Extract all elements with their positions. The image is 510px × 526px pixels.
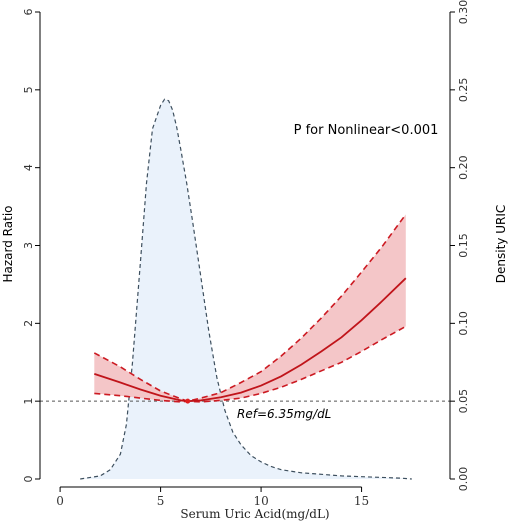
- reference-annotation: Ref=6.35mg/dL: [237, 407, 331, 421]
- confidence-band: [94, 214, 406, 402]
- y-tick-label: 2: [22, 320, 35, 327]
- plot-area: [40, 98, 450, 480]
- x-tick-label: 15: [354, 494, 369, 508]
- x-tick-label: 5: [157, 494, 165, 508]
- axes: 0 1 2 3 4 5 6 0.00 0.05 0.10 0.15 0.20 0.25 0.30 0 5 10 1…: [22, 0, 470, 508]
- ci-lower-line: [94, 325, 407, 403]
- nonlinear-p-annotation: P for Nonlinear<0.001: [294, 123, 439, 138]
- y2-tick-label: 0.15: [457, 233, 470, 258]
- y2-tick-label: 0.30: [457, 0, 470, 24]
- y2-tick-label: 0.05: [457, 389, 470, 414]
- reference-point: [185, 398, 191, 404]
- density-area: [80, 99, 412, 479]
- y-tick-label: 1: [22, 398, 35, 405]
- y-tick-label: 5: [22, 86, 35, 93]
- y-tick-label: 0: [22, 476, 35, 483]
- y2-tick-label: 0.00: [457, 467, 470, 492]
- hazard-ratio-line: [94, 277, 407, 403]
- ci-upper-line: [93, 213, 407, 403]
- x-axis-title: Serum Uric Acid(mg/dL): [180, 507, 329, 521]
- y2-tick-label: 0.10: [457, 311, 470, 336]
- y-tick-label: 3: [22, 242, 35, 249]
- y-tick-label: 6: [22, 9, 35, 16]
- y2-axis-title: Density URIC: [494, 205, 508, 283]
- x-tick-label: 0: [56, 494, 64, 508]
- y-tick-label: 4: [22, 164, 35, 171]
- y2-tick-label: 0.20: [457, 155, 470, 180]
- y2-tick-label: 0.25: [457, 78, 470, 103]
- y-axis-title: Hazard Ratio: [1, 206, 15, 283]
- x-tick-label: 10: [253, 494, 268, 508]
